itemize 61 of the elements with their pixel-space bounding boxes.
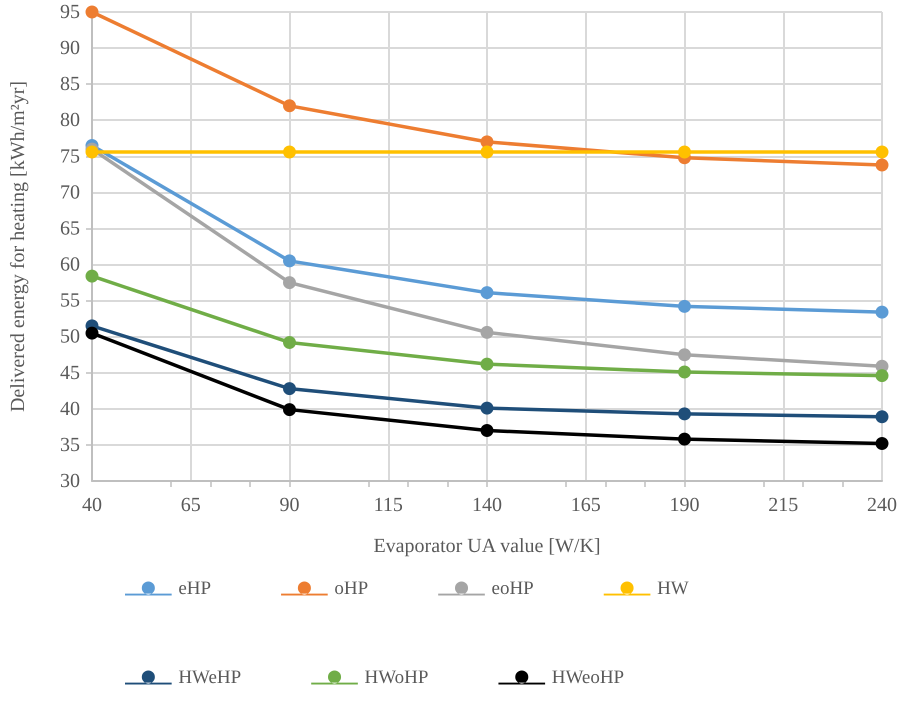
y-tick-label: 40 bbox=[60, 398, 80, 420]
y-tick-label: 60 bbox=[60, 254, 80, 276]
point bbox=[480, 326, 494, 339]
y-tick-label: 55 bbox=[60, 290, 80, 312]
x-tick-label: 140 bbox=[472, 494, 502, 516]
point bbox=[480, 358, 494, 371]
point bbox=[876, 145, 888, 158]
x-tick-label: 165 bbox=[570, 494, 601, 516]
point bbox=[86, 145, 98, 158]
y-axis-title: Delivered energy for heating [kWh/m²yr] bbox=[7, 80, 29, 412]
point bbox=[876, 369, 888, 382]
point bbox=[876, 158, 888, 172]
y-tick-label: 50 bbox=[60, 326, 80, 348]
legend-label: eHP bbox=[178, 578, 212, 599]
y-tick-label: 30 bbox=[60, 470, 80, 492]
legend-label: HWeHP bbox=[178, 667, 242, 688]
legend-label: eoHP bbox=[492, 578, 534, 599]
point bbox=[283, 254, 296, 268]
point bbox=[480, 424, 494, 437]
point bbox=[678, 432, 691, 446]
point bbox=[876, 306, 888, 319]
x-axis-title: Evaporator UA value [W/K] bbox=[373, 535, 601, 557]
x-tick-label: 115 bbox=[374, 494, 403, 516]
y-tick-label: 95 bbox=[60, 1, 80, 23]
point bbox=[283, 99, 296, 112]
x-tick-label: 215 bbox=[768, 494, 798, 516]
point bbox=[86, 6, 98, 18]
point bbox=[876, 410, 888, 424]
y-tick-label: 35 bbox=[60, 434, 80, 456]
x-tick-label: 90 bbox=[280, 494, 300, 516]
point bbox=[480, 402, 494, 415]
y-tick-label: 90 bbox=[60, 37, 80, 60]
point bbox=[678, 145, 691, 158]
x-tick-label: 65 bbox=[180, 494, 201, 516]
legend-label: oHP bbox=[334, 578, 368, 599]
y-tick-label: 85 bbox=[60, 73, 80, 96]
y-tick-label: 75 bbox=[60, 145, 80, 168]
point bbox=[678, 366, 691, 379]
legend-label: HW bbox=[657, 578, 689, 599]
legend-label: HWeoHP bbox=[552, 667, 624, 688]
point bbox=[283, 382, 296, 396]
point bbox=[86, 326, 98, 340]
x-tick-label: 190 bbox=[670, 494, 700, 516]
point bbox=[678, 300, 691, 313]
point bbox=[283, 276, 296, 290]
x-tick-label: 240 bbox=[867, 494, 897, 516]
x-tick-label: 40 bbox=[82, 494, 102, 516]
legend-label: HWoHP bbox=[364, 667, 428, 688]
y-tick-label: 65 bbox=[60, 217, 80, 240]
point bbox=[283, 336, 296, 349]
point bbox=[86, 270, 98, 283]
point bbox=[283, 145, 296, 158]
point bbox=[678, 407, 691, 420]
y-tick-label: 70 bbox=[60, 181, 80, 204]
point bbox=[480, 145, 494, 158]
point bbox=[876, 436, 888, 450]
point bbox=[678, 348, 691, 362]
y-tick-label: 80 bbox=[60, 109, 80, 132]
y-tick-label: 45 bbox=[60, 362, 80, 384]
point bbox=[480, 286, 494, 300]
point bbox=[283, 403, 296, 416]
